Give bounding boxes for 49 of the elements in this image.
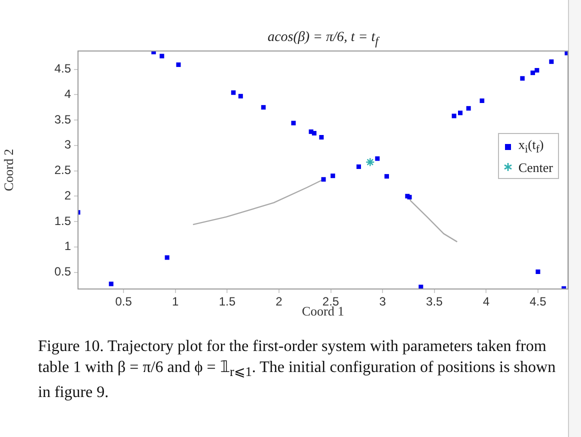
x-tick-label: 3	[379, 294, 386, 309]
point	[375, 156, 380, 161]
x-tick-label: 4	[482, 294, 490, 309]
x-tick-label: 0.5	[115, 294, 132, 309]
point	[238, 94, 243, 98]
y-tick-label: 4.5	[54, 62, 72, 76]
point	[520, 76, 525, 81]
text: Figure 10. Trajectory plot for the first-order system with parameters taken from table 1 with β = π/6 and ϕ = 𝟙$_{r⩽1}$. The initial configuration of positions is shown in figure 9.	[38, 338, 556, 402]
point	[151, 51, 156, 54]
point	[319, 135, 324, 140]
point	[321, 177, 326, 182]
x-tick-label: 4.5	[530, 294, 547, 309]
point	[108, 282, 114, 286]
legend-label: Center	[518, 158, 553, 176]
point	[164, 255, 170, 260]
point	[418, 284, 424, 289]
point	[480, 98, 484, 103]
x-tick-label: 1	[172, 294, 180, 309]
point	[356, 164, 362, 169]
y-tick-label: 3.5	[54, 112, 72, 126]
point	[536, 269, 540, 274]
point	[176, 62, 181, 67]
point	[549, 59, 554, 64]
x-tick-label: 1.5	[218, 294, 236, 309]
point	[534, 68, 540, 73]
point	[291, 120, 296, 126]
y-tick-label: 3	[64, 138, 72, 152]
point	[261, 105, 266, 110]
point	[452, 114, 456, 118]
point	[530, 70, 536, 76]
x-tick-label: 2	[276, 294, 283, 309]
legend-label: x$_{i}$(t$_{f}$)	[518, 136, 544, 158]
point	[312, 130, 316, 136]
x-tick-label: 3.5	[426, 294, 444, 309]
point	[160, 54, 164, 58]
y-tick-label: 1.5	[54, 214, 72, 228]
point	[231, 90, 236, 95]
y-tick-label: 2.5	[54, 163, 72, 178]
y-tick-label: 0.5	[54, 264, 72, 279]
y-tick-label: 2	[64, 188, 72, 202]
y-tick-label: 1	[64, 239, 72, 254]
point	[384, 174, 389, 179]
point	[458, 110, 463, 116]
point	[366, 158, 375, 167]
chart-title: acos(β) = π/6, t = t$_{f}$	[266, 30, 381, 48]
point	[330, 174, 336, 178]
point	[466, 106, 471, 111]
y-axis-title: Coord 2	[1, 148, 16, 192]
y-tick-label: 4	[64, 86, 72, 101]
